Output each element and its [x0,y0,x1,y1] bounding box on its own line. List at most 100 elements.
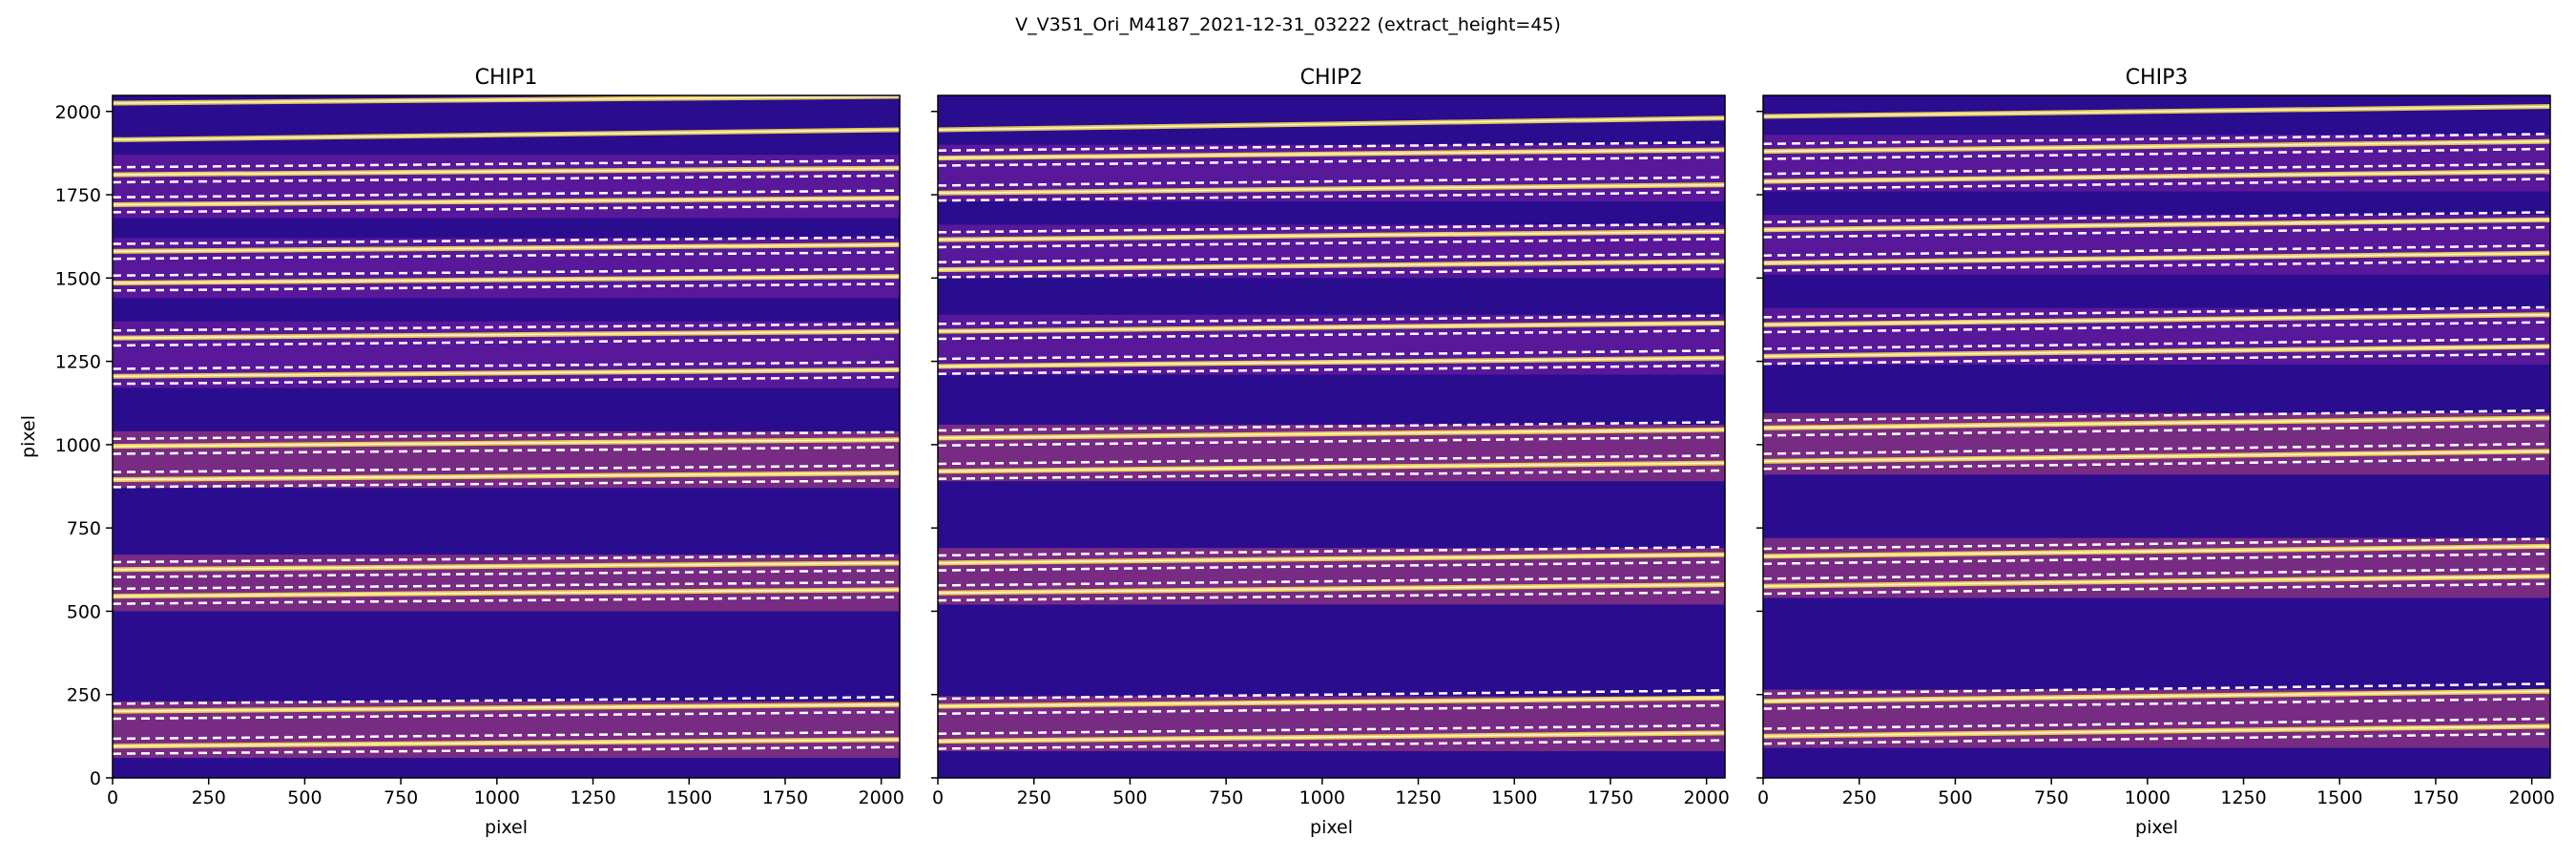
extraction-limit-8-upper [938,314,1725,325]
extraction-limit-9-upper [113,267,900,277]
extraction-limit-4-lower [938,560,1725,572]
x-tick-label: 0 [1757,787,1769,808]
extraction-limit-4-lower [113,569,900,578]
panels: CHIP1 0 250 500 750 1000 1250 1500 1750 2000 pixel… [18,66,2555,838]
trace-core-11 [113,197,900,206]
y-tick-label: 500 [67,601,101,622]
extraction-limit-12-lower [113,174,900,184]
extraction-limit-6-upper [113,430,900,441]
x-tick-label: 1500 [666,787,712,808]
y-tick-label: 1750 [55,185,101,206]
extraction-limit-11-lower [113,204,900,214]
trace-core-4 [113,562,900,571]
extraction-limit-2-upper [1763,682,2550,696]
extraction-limit-11-upper [113,189,900,199]
trace-core-2 [1763,690,2550,702]
trace-core-8 [938,322,1725,332]
extraction-limit-6-lower [113,446,900,455]
extraction-limit-2-upper [113,696,900,705]
image-area [113,95,900,778]
extraction-limit-11-upper [938,176,1725,187]
extraction-limit-4-lower [1763,552,2550,565]
extraction-limit-2-upper [938,689,1725,701]
extraction-limit-6-upper [1763,409,2550,422]
x-tick-label: 500 [1112,787,1147,808]
trace-core-6 [938,429,1725,439]
x-tick-label: 1250 [2220,787,2266,808]
extraction-limit-9-lower [1763,259,2550,272]
extraction-limit-10-lower [1763,225,2550,239]
extraction-limit-5-upper [1763,442,2550,455]
extraction-limit-7-upper [1763,337,2550,350]
trace-core-3 [113,588,900,597]
extraction-limit-7-upper [113,361,900,370]
extraction-limit-9-lower [113,283,900,292]
x-tick-label: 500 [287,787,322,808]
extraction-limit-11-upper [1763,162,2550,176]
extraction-limit-2-lower [938,703,1725,716]
extraction-limit-5-lower [1763,457,2550,471]
trace-core-6 [1763,417,2550,430]
x-tick-label: 1750 [1588,787,1633,808]
extraction-limit-8-upper [113,323,900,332]
trace-core-12 [113,167,900,176]
x-tick-label: 2000 [1683,787,1729,808]
trace-core-9 [938,261,1725,271]
extraction-limit-4-upper [113,554,900,564]
extraction-limit-1-lower [938,739,1725,750]
x-tick-label: 1750 [2413,787,2459,808]
figure-suptitle: V_V351_Ori_M4187_2021-12-31_03222 (extra… [1015,14,1561,35]
extraction-limit-12-upper [1763,133,2550,146]
trace-core-1 [113,739,900,747]
extraction-limit-3-upper [113,580,900,591]
trace-core-7 [113,368,900,378]
extraction-limit-6-upper [938,421,1725,432]
x-tick-label: 1500 [2316,787,2362,808]
panel-title: CHIP2 [1300,66,1363,90]
extraction-limit-1-upper [1763,717,2550,730]
trace-core-9 [1763,252,2550,264]
trace-core-12 [1763,140,2550,153]
y-tick-label: 750 [67,518,101,539]
x-tick-label: 0 [107,787,118,808]
y-tick-label: 1000 [55,435,101,456]
extraction-limit-12-upper [938,140,1725,153]
trace-core-3 [938,583,1725,594]
extraction-limit-10-upper [113,236,900,245]
trace-core-9 [113,275,900,284]
extraction-limit-11-lower [1763,178,2550,191]
extraction-limit-10-upper [938,222,1725,234]
x-tick-label: 1000 [2125,787,2171,808]
trace-core-11 [1763,170,2550,182]
x-axis-label: pixel [485,817,528,838]
panel-title: CHIP1 [475,66,538,90]
trace-core-10 [938,230,1725,241]
extraction-limit-4-upper [938,545,1725,557]
x-tick-label: 250 [1842,787,1877,808]
trace-core-6 [113,438,900,448]
trace-core-5 [1763,450,2550,463]
x-tick-label: 1250 [570,787,615,808]
image-area [1763,95,2550,778]
trace-core-10 [113,243,900,253]
x-tick-label: 1750 [762,787,808,808]
extraction-limit-7-upper [938,349,1725,361]
extraction-limit-2-lower [113,710,900,721]
extraction-limit-1-lower [1763,732,2550,745]
trace-core-13 [113,129,900,141]
image-area [938,95,1725,778]
extraction-limit-6-lower [938,435,1725,448]
extraction-limit-11-lower [938,191,1725,202]
extraction-limit-1-upper [938,723,1725,735]
x-tick-label: 500 [1938,787,1972,808]
trace-core-8 [1763,313,2550,325]
x-tick-label: 2000 [2508,787,2554,808]
trace-core-5 [113,471,900,481]
y-tick-label: 1250 [55,352,101,373]
trace-core-8 [113,330,900,339]
extraction-limit-5-upper [113,464,900,473]
extraction-limit-9-upper [938,252,1725,263]
extraction-limit-10-lower [113,251,900,261]
extraction-limit-4-upper [1763,537,2550,551]
